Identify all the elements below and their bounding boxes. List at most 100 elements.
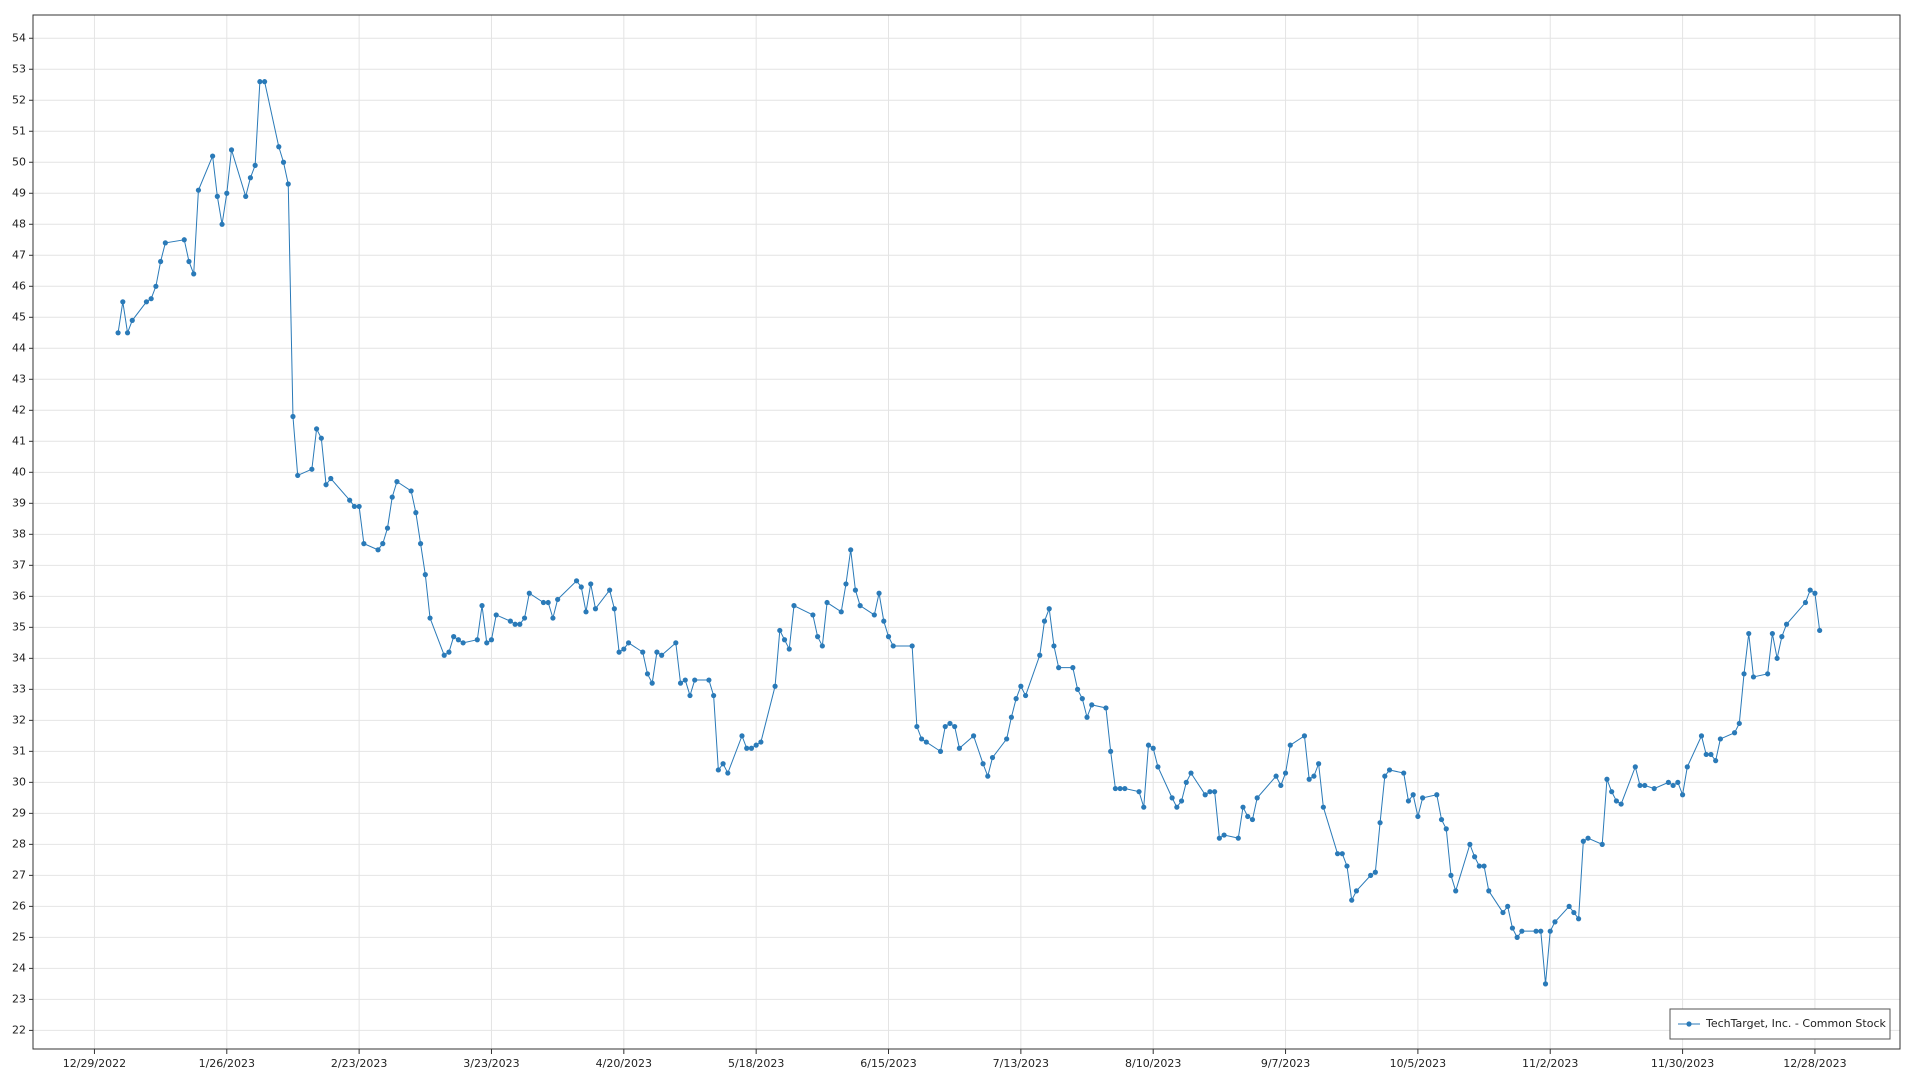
data-point	[611, 606, 617, 612]
data-point	[512, 621, 518, 627]
y-tick-label: 30	[12, 775, 26, 788]
y-tick-label: 42	[12, 403, 26, 416]
data-point	[1731, 730, 1738, 736]
data-point	[1703, 751, 1709, 758]
data-point	[952, 723, 958, 730]
data-point	[1202, 792, 1208, 798]
data-point	[120, 299, 126, 305]
data-point	[1637, 782, 1643, 789]
data-point	[441, 652, 447, 658]
data-point	[1108, 748, 1114, 754]
data-point	[1377, 820, 1383, 826]
data-point	[427, 615, 433, 621]
data-point	[715, 767, 721, 773]
data-point	[1037, 652, 1043, 658]
data-point	[1084, 714, 1090, 720]
y-tick-label: 37	[12, 558, 26, 571]
x-tick-label: 6/15/2023	[860, 1057, 916, 1070]
data-point	[1018, 683, 1024, 689]
data-point	[786, 646, 792, 652]
data-point	[677, 680, 684, 686]
data-point	[857, 603, 863, 609]
data-point	[1022, 692, 1029, 699]
data-point	[843, 581, 849, 587]
data-point	[479, 603, 485, 609]
data-point	[474, 637, 480, 643]
data-point	[1443, 826, 1449, 832]
data-point	[243, 193, 249, 199]
data-point	[124, 330, 131, 336]
y-tick-label: 22	[12, 1023, 26, 1036]
legend-label: TechTarget, Inc. - Common Stock	[1705, 1017, 1886, 1030]
data-point	[1183, 779, 1189, 785]
data-point	[1415, 813, 1421, 820]
data-point	[1500, 909, 1506, 916]
data-point	[191, 271, 197, 277]
data-point	[1221, 832, 1227, 838]
data-point	[1542, 981, 1549, 987]
data-point	[214, 193, 220, 199]
data-point	[1174, 804, 1180, 810]
data-point	[885, 634, 892, 640]
data-point	[1679, 792, 1686, 798]
data-point	[1249, 816, 1256, 823]
y-tick-label: 49	[12, 186, 26, 199]
data-point	[1056, 665, 1062, 671]
data-point	[720, 761, 726, 767]
data-point	[389, 494, 395, 500]
data-point	[1212, 789, 1218, 795]
y-tick-label: 50	[12, 155, 26, 168]
data-point	[1684, 764, 1690, 770]
data-point	[1708, 751, 1714, 758]
y-tick-label: 53	[12, 62, 26, 75]
data-point	[937, 748, 944, 754]
data-point	[1353, 888, 1360, 894]
data-point	[455, 637, 461, 643]
data-point	[970, 733, 977, 739]
data-point	[1713, 758, 1719, 764]
data-point	[295, 472, 301, 479]
data-point	[1604, 776, 1610, 782]
data-point	[252, 162, 258, 168]
data-point	[545, 599, 551, 606]
data-point	[625, 640, 632, 646]
data-point	[521, 615, 528, 621]
data-point	[422, 572, 428, 578]
y-tick-label: 24	[12, 961, 26, 974]
y-tick-label: 39	[12, 496, 26, 509]
data-point	[711, 692, 717, 699]
data-point	[1420, 795, 1426, 801]
data-point	[1665, 779, 1671, 785]
data-point	[1372, 869, 1378, 875]
data-point	[1807, 587, 1813, 593]
x-tick-label: 11/2/2023	[1522, 1057, 1578, 1070]
data-point	[649, 680, 655, 686]
data-point	[1448, 872, 1454, 878]
data-point	[1802, 599, 1809, 606]
data-point	[1783, 621, 1790, 627]
x-tick-label: 12/29/2022	[63, 1057, 126, 1070]
data-point	[1580, 838, 1586, 844]
data-point	[692, 677, 698, 683]
data-point	[1509, 925, 1516, 931]
data-point	[1004, 736, 1010, 742]
data-point	[195, 187, 202, 193]
data-point	[578, 584, 584, 590]
y-tick-label: 35	[12, 620, 26, 633]
data-point	[408, 488, 414, 494]
data-point	[224, 190, 230, 196]
data-point	[1538, 928, 1544, 934]
data-point	[1774, 655, 1780, 661]
data-point	[583, 609, 589, 615]
data-point	[1240, 804, 1246, 810]
data-point	[942, 723, 948, 730]
data-point	[257, 79, 263, 85]
data-point	[772, 683, 778, 689]
legend-marker	[1686, 1021, 1692, 1027]
y-tick-label: 51	[12, 124, 26, 137]
data-point	[573, 578, 580, 584]
data-point	[1438, 816, 1445, 823]
data-point	[1575, 916, 1582, 922]
data-point	[918, 736, 925, 742]
data-point	[1566, 903, 1572, 909]
